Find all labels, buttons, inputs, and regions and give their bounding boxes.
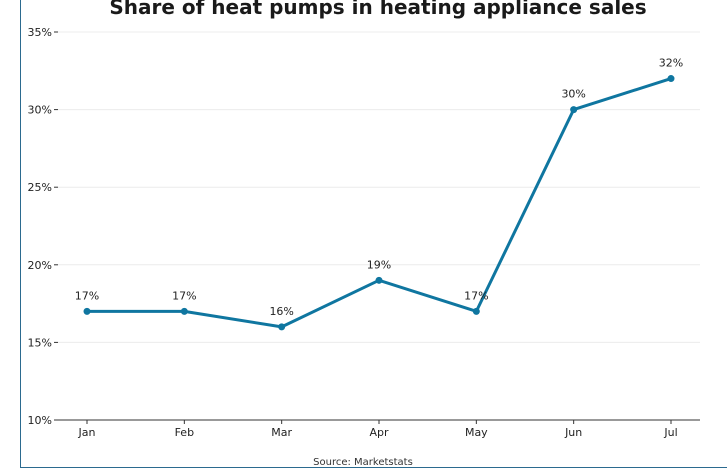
y-tick-label: 15% <box>28 336 52 349</box>
x-tick-label: Mar <box>271 426 292 439</box>
data-label: 17% <box>172 289 196 302</box>
data-point <box>570 106 578 114</box>
data-labels: 17% 17% 16% 19% 17% 30% 32% <box>75 57 683 318</box>
y-tick-label: 30% <box>28 104 52 117</box>
data-point <box>278 323 286 331</box>
y-tick-label: 35% <box>28 26 52 39</box>
data-label: 30% <box>561 88 585 101</box>
x-tick-label: May <box>465 426 488 439</box>
x-tick-label: Feb <box>175 426 194 439</box>
data-label: 17% <box>464 289 488 302</box>
data-label: 17% <box>75 289 99 302</box>
data-label: 19% <box>367 258 391 271</box>
chart-title: Share of heat pumps in heating appliance… <box>109 0 646 19</box>
data-point <box>667 75 675 83</box>
data-label: 32% <box>659 57 683 70</box>
y-tick-label: 10% <box>28 414 52 427</box>
x-tick-label: Apr <box>369 426 389 439</box>
data-label: 16% <box>269 305 293 318</box>
series <box>83 75 675 331</box>
data-point <box>472 307 480 315</box>
axes: 10% 15% 20% 25% 30% 35% Jan Feb Mar Apr May Jun Jul <box>28 26 700 439</box>
grid-lines <box>58 31 700 343</box>
x-tick-label: Jun <box>564 426 582 439</box>
x-tick-label: Jul <box>663 426 677 439</box>
y-tick-label: 20% <box>28 259 52 272</box>
source-note: Source: Marketstats <box>313 457 413 465</box>
data-point <box>83 307 91 315</box>
data-point <box>180 307 188 315</box>
y-tick-label: 25% <box>28 181 52 194</box>
data-point <box>375 276 383 284</box>
x-tick-label: Jan <box>78 426 96 439</box>
chart-frame <box>20 0 727 468</box>
